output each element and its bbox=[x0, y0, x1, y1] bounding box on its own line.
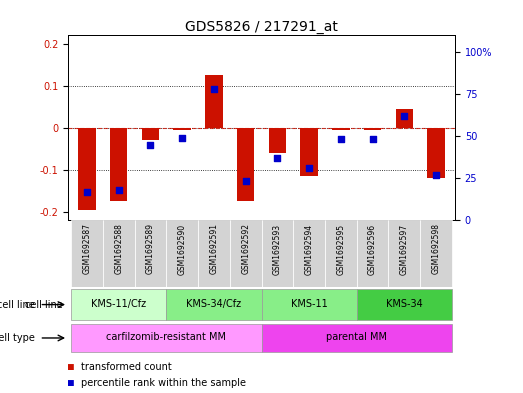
Point bbox=[368, 136, 377, 143]
Point bbox=[305, 165, 313, 171]
Bar bbox=[395, 109, 413, 128]
Bar bbox=[389, 220, 420, 287]
Bar bbox=[134, 220, 166, 287]
Text: GSM1692598: GSM1692598 bbox=[431, 223, 440, 274]
Text: GSM1692588: GSM1692588 bbox=[114, 223, 123, 274]
Text: parental MM: parental MM bbox=[326, 332, 387, 342]
Text: ■: ■ bbox=[68, 362, 79, 373]
Text: GSM1692595: GSM1692595 bbox=[336, 223, 345, 275]
Text: KMS-34: KMS-34 bbox=[386, 299, 423, 309]
Bar bbox=[174, 128, 191, 130]
Text: GSM1692593: GSM1692593 bbox=[273, 223, 282, 275]
Bar bbox=[332, 128, 349, 130]
Text: GSM1692596: GSM1692596 bbox=[368, 223, 377, 275]
Bar bbox=[262, 288, 357, 321]
Bar bbox=[300, 128, 318, 176]
Point bbox=[178, 135, 186, 141]
Bar bbox=[71, 288, 166, 321]
Bar bbox=[103, 220, 134, 287]
Point bbox=[210, 86, 218, 92]
Bar bbox=[110, 128, 128, 201]
Text: GSM1692591: GSM1692591 bbox=[209, 223, 219, 274]
Text: ■: ■ bbox=[68, 378, 79, 388]
Point bbox=[242, 178, 250, 185]
Bar bbox=[230, 220, 262, 287]
Text: cell type: cell type bbox=[0, 333, 35, 343]
Point bbox=[400, 113, 408, 119]
Bar bbox=[166, 220, 198, 287]
Bar bbox=[71, 220, 103, 287]
Bar bbox=[166, 288, 262, 321]
Text: GSM1692587: GSM1692587 bbox=[83, 223, 92, 274]
Text: GSM1692592: GSM1692592 bbox=[241, 223, 250, 274]
Text: cell line: cell line bbox=[25, 299, 63, 310]
Bar bbox=[269, 128, 286, 153]
Bar bbox=[205, 75, 223, 128]
Bar bbox=[262, 220, 293, 287]
Point bbox=[115, 187, 123, 193]
Bar bbox=[142, 128, 159, 140]
Bar bbox=[237, 128, 254, 201]
Text: transformed count: transformed count bbox=[81, 362, 172, 373]
Text: KMS-11: KMS-11 bbox=[291, 299, 327, 309]
Point bbox=[273, 155, 281, 161]
Bar bbox=[420, 220, 452, 287]
Title: GDS5826 / 217291_at: GDS5826 / 217291_at bbox=[185, 20, 338, 34]
Bar bbox=[427, 128, 445, 178]
Bar bbox=[198, 220, 230, 287]
Text: GSM1692594: GSM1692594 bbox=[304, 223, 314, 275]
Bar bbox=[293, 220, 325, 287]
Bar bbox=[357, 220, 389, 287]
Text: GSM1692590: GSM1692590 bbox=[178, 223, 187, 275]
Point bbox=[83, 188, 91, 195]
Bar bbox=[71, 324, 262, 352]
Text: GSM1692597: GSM1692597 bbox=[400, 223, 409, 275]
Text: KMS-11/Cfz: KMS-11/Cfz bbox=[91, 299, 146, 309]
Point bbox=[432, 172, 440, 178]
Point bbox=[146, 141, 155, 148]
Point bbox=[337, 136, 345, 143]
Bar bbox=[262, 324, 452, 352]
Text: KMS-34/Cfz: KMS-34/Cfz bbox=[186, 299, 242, 309]
Text: percentile rank within the sample: percentile rank within the sample bbox=[81, 378, 246, 388]
Bar bbox=[364, 128, 381, 130]
Bar bbox=[78, 128, 96, 209]
Text: GSM1692589: GSM1692589 bbox=[146, 223, 155, 274]
Bar bbox=[357, 288, 452, 321]
Text: cell line: cell line bbox=[0, 299, 35, 310]
Bar bbox=[325, 220, 357, 287]
Text: carfilzomib-resistant MM: carfilzomib-resistant MM bbox=[106, 332, 226, 342]
